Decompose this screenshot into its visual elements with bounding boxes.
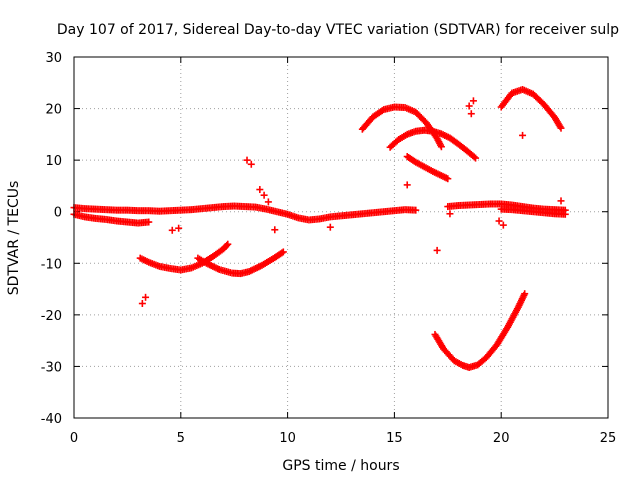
y-tick-label: -20	[41, 309, 62, 324]
data-point	[138, 300, 146, 308]
data-point	[223, 241, 231, 249]
grid-lines	[74, 57, 608, 418]
data-point	[467, 110, 475, 118]
x-axis-label: GPS time / hours	[282, 458, 399, 474]
data-point	[521, 290, 529, 298]
data-point	[175, 224, 183, 232]
data-point	[326, 223, 334, 231]
data-point	[495, 217, 503, 225]
data-point	[444, 175, 452, 183]
y-tick-label: -30	[41, 360, 62, 375]
data-point	[142, 293, 150, 301]
plot-frame	[73, 56, 609, 419]
y-tick-label: 0	[54, 206, 62, 221]
data-points	[70, 85, 569, 371]
data-point	[278, 249, 286, 257]
data-point	[256, 186, 264, 194]
data-point	[378, 107, 386, 115]
data-point	[403, 181, 411, 189]
x-tick-label: 25	[600, 431, 617, 446]
y-tick-labels: -40 -30 -20 -10 0 10 20 30	[41, 51, 62, 427]
x-tick-labels: 0 5 10 15 20 25	[70, 431, 616, 446]
data-point	[469, 97, 477, 105]
data-point	[499, 221, 507, 229]
data-point	[264, 198, 272, 206]
data-point	[271, 226, 279, 234]
x-tick-label: 15	[386, 431, 403, 446]
data-point	[247, 160, 255, 168]
data-point	[243, 156, 251, 164]
data-point	[437, 143, 445, 151]
data-point	[433, 246, 441, 254]
data-point	[168, 226, 176, 234]
data-point	[561, 210, 569, 218]
data-point	[145, 218, 153, 226]
data-point	[224, 240, 232, 248]
data-point	[557, 124, 565, 132]
axis-ticks	[73, 56, 609, 419]
y-tick-label: -10	[41, 257, 62, 272]
x-tick-label: 10	[279, 431, 296, 446]
data-point	[260, 191, 268, 199]
data-point	[472, 154, 480, 162]
data-point	[470, 153, 478, 161]
data-point	[279, 248, 287, 256]
y-tick-label: 20	[45, 103, 62, 118]
data-point	[465, 102, 473, 110]
data-point	[446, 210, 454, 218]
y-tick-label: 10	[45, 154, 62, 169]
x-tick-label: 0	[70, 431, 78, 446]
y-tick-label: -40	[41, 412, 62, 427]
y-axis-label: SDTVAR / TECUs	[6, 181, 22, 296]
chart-title: Day 107 of 2017, Sidereal Day-to-day VTE…	[57, 22, 619, 38]
data-point	[412, 206, 420, 214]
x-tick-label: 5	[177, 431, 185, 446]
data-point	[519, 131, 527, 139]
y-tick-label: 30	[45, 51, 62, 66]
data-point	[557, 197, 565, 205]
x-tick-label: 20	[493, 431, 510, 446]
